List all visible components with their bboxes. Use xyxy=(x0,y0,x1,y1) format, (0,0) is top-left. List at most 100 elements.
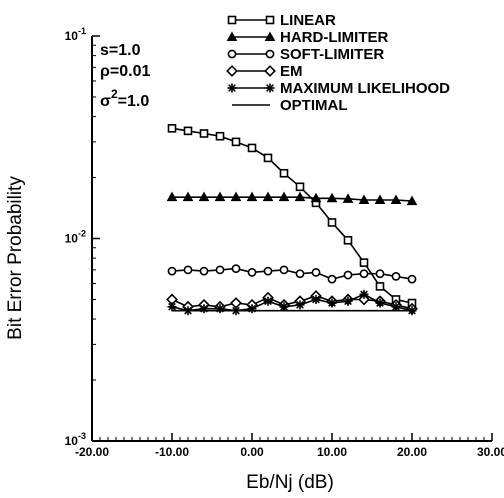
data-point-soft-limiter xyxy=(199,266,209,276)
data-point-maximum-likelihood xyxy=(215,304,225,314)
data-point-soft-limiter xyxy=(327,274,337,284)
legend-marker xyxy=(265,49,275,59)
data-point-maximum-likelihood xyxy=(263,296,273,306)
legend-entry-optimal: OPTIMAL xyxy=(232,97,348,114)
legend-marker xyxy=(227,83,237,93)
star-stroke xyxy=(344,297,352,306)
x-tick-label: -10.00 xyxy=(155,445,189,459)
data-point-linear xyxy=(375,282,385,291)
data-point-soft-limiter xyxy=(247,268,257,277)
data-point-soft-limiter xyxy=(311,268,321,277)
data-point-hard-limiter xyxy=(294,191,306,202)
legend-marker xyxy=(226,31,238,41)
data-point-maximum-likelihood xyxy=(391,302,401,312)
annotations: s=1.0 ρ=0.01 σ2=1.0 xyxy=(100,42,150,110)
data-point-linear xyxy=(183,126,193,136)
data-point-maximum-likelihood xyxy=(279,302,289,312)
legend-marker xyxy=(264,31,276,41)
data-point-linear xyxy=(247,143,257,153)
legend-marker xyxy=(264,65,276,77)
data-point-maximum-likelihood xyxy=(295,300,305,310)
data-point-maximum-likelihood xyxy=(343,296,353,306)
y-axis-label: Bit Error Probability xyxy=(5,176,26,340)
data-point-hard-limiter xyxy=(198,191,210,202)
data-point-hard-limiter xyxy=(374,194,386,204)
legend-label: SOFT-LIMITER xyxy=(280,46,384,63)
data-point-hard-limiter xyxy=(358,194,370,204)
series-hard-limiter xyxy=(166,191,418,206)
data-point-maximum-likelihood xyxy=(247,304,257,314)
data-point-hard-limiter xyxy=(326,192,338,203)
data-point-hard-limiter xyxy=(262,191,274,202)
data-point-linear xyxy=(199,129,209,138)
series-line-em xyxy=(171,295,413,310)
data-point-soft-limiter xyxy=(167,266,177,276)
legend-marker xyxy=(265,15,275,25)
legend-label: MAXIMUM LIKELIHOOD xyxy=(280,80,450,97)
annotation-sigma: σ2=1.0 xyxy=(100,87,149,110)
star-stroke xyxy=(228,84,236,92)
legend-marker xyxy=(227,49,237,59)
legend-entry-em: EM xyxy=(226,63,303,80)
star-stroke xyxy=(296,301,304,309)
data-point-linear xyxy=(215,131,225,141)
x-tick-label: 30.00 xyxy=(477,445,504,459)
annotation-s: s=1.0 xyxy=(100,42,141,59)
data-point-soft-limiter xyxy=(279,265,289,275)
x-tick-label: -20.00 xyxy=(75,445,109,459)
star-stroke xyxy=(312,295,320,304)
series-line-linear xyxy=(171,127,413,304)
legend-entry-linear: LINEAR xyxy=(227,12,336,29)
data-point-soft-limiter xyxy=(407,274,417,284)
x-tick-label: 10.00 xyxy=(317,445,347,459)
data-point-soft-limiter xyxy=(183,265,193,275)
y-tick-label: 10-2 xyxy=(65,229,86,246)
data-point-hard-limiter xyxy=(246,191,258,202)
legend-label: EM xyxy=(280,63,303,80)
annotation-rho: ρ=0.01 xyxy=(100,63,150,80)
axis-ticks: -20.00 -10.00 0.00 10.00 20.00 30.00 10-1 10-2 1… xyxy=(65,26,504,459)
star-stroke xyxy=(266,84,274,92)
data-point-hard-limiter xyxy=(214,191,226,202)
data-point-hard-limiter xyxy=(278,191,290,202)
data-point-maximum-likelihood xyxy=(199,304,209,314)
star-stroke xyxy=(264,297,272,306)
legend-entry-soft-limiter: SOFT-LIMITER xyxy=(227,46,384,63)
series-line-soft-limiter xyxy=(171,267,413,280)
data-point-maximum-likelihood xyxy=(327,298,337,308)
data-point-maximum-likelihood xyxy=(311,294,321,304)
series-soft-limiter xyxy=(167,264,417,284)
legend-label: OPTIMAL xyxy=(280,97,348,114)
series-line-hard-limiter xyxy=(172,196,413,202)
star-stroke xyxy=(376,299,384,307)
legend-label: LINEAR xyxy=(280,12,336,29)
legend-entry-hard-limiter: HARD-LIMITER xyxy=(226,29,388,46)
data-point-maximum-likelihood xyxy=(359,289,369,299)
legend-marker xyxy=(226,65,238,77)
data-point-maximum-likelihood xyxy=(375,298,385,308)
star-stroke xyxy=(280,302,288,311)
legend-entry-maximum-likelihood: MAXIMUM LIKELIHOOD xyxy=(227,80,450,97)
data-point-linear xyxy=(343,235,353,245)
data-point-hard-limiter xyxy=(406,195,418,206)
data-point-soft-limiter xyxy=(391,271,401,281)
data-point-hard-limiter xyxy=(390,194,402,204)
x-tick-label: 20.00 xyxy=(397,445,427,459)
data-point-hard-limiter xyxy=(166,191,178,202)
data-point-hard-limiter xyxy=(182,191,194,202)
series-linear xyxy=(167,124,417,308)
x-tick-label: 0.00 xyxy=(240,445,264,459)
data-point-hard-limiter xyxy=(342,193,354,203)
data-point-soft-limiter xyxy=(295,269,305,279)
data-point-soft-limiter xyxy=(215,265,225,275)
data-point-linear xyxy=(327,218,337,227)
data-point-soft-limiter xyxy=(343,270,353,280)
series-line-maximum-likelihood xyxy=(171,293,413,312)
legend-marker xyxy=(227,15,237,25)
data-point-linear xyxy=(263,153,273,163)
data-point-soft-limiter xyxy=(263,266,273,276)
data-point-hard-limiter xyxy=(230,191,242,202)
legend-marker xyxy=(265,83,275,93)
data-point-soft-limiter xyxy=(359,269,369,279)
data-point-em xyxy=(358,293,370,306)
